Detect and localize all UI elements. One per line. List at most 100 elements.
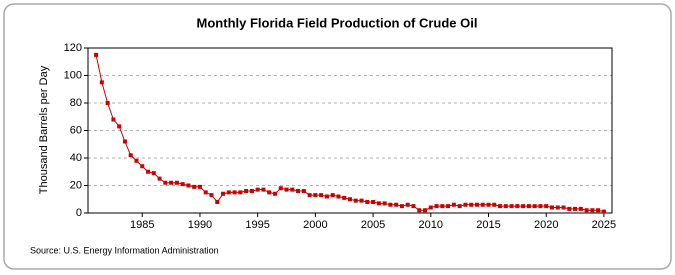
data-point: [232, 190, 237, 195]
data-point: [440, 204, 445, 209]
data-point: [353, 198, 358, 203]
data-point: [140, 164, 145, 169]
data-point: [301, 189, 306, 193]
data-point: [226, 190, 231, 195]
data-point: [428, 205, 433, 210]
data-point: [151, 171, 156, 176]
chart-frame: [3, 3, 672, 270]
data-point: [561, 205, 566, 210]
data-point: [573, 206, 578, 211]
data-point: [186, 183, 191, 188]
data-point: [399, 204, 404, 209]
data-point: [261, 187, 266, 192]
data-point: [423, 208, 428, 213]
data-point: [163, 180, 168, 185]
data-point: [296, 189, 301, 193]
y-tick-label: 100: [64, 69, 82, 81]
data-point: [238, 190, 243, 195]
source-note: Source: U.S. Energy Information Administ…: [30, 245, 219, 255]
data-point: [249, 189, 254, 193]
data-point: [567, 206, 572, 211]
data-point: [105, 101, 110, 105]
data-point: [584, 208, 589, 213]
data-point: [578, 206, 583, 211]
data-point: [169, 180, 174, 185]
chart-title: Monthly Florida Field Production of Crud…: [197, 15, 478, 30]
data-point: [117, 124, 122, 129]
x-tick-label: 2025: [592, 219, 616, 231]
data-point: [532, 204, 537, 209]
data-point: [555, 205, 560, 210]
data-point: [394, 202, 399, 207]
data-point: [388, 202, 393, 207]
data-point: [526, 204, 531, 209]
data-point: [365, 200, 370, 204]
x-tick-label: 2010: [419, 219, 443, 231]
data-point: [180, 182, 185, 187]
data-point: [492, 202, 497, 207]
data-point: [434, 204, 439, 209]
data-point: [313, 193, 318, 198]
y-tick-label: 120: [64, 42, 82, 54]
data-point: [376, 201, 381, 206]
y-tick-label: 60: [70, 124, 82, 136]
x-tick-label: 1985: [130, 219, 154, 231]
y-tick-label: 0: [76, 207, 82, 219]
x-tick-label: 2015: [476, 219, 500, 231]
y-tick-label: 20: [70, 179, 82, 191]
data-point: [122, 139, 127, 144]
data-point: [174, 180, 179, 185]
data-point: [509, 204, 514, 209]
data-point: [474, 202, 479, 207]
data-point: [255, 187, 260, 192]
data-point: [99, 80, 104, 85]
data-point: [284, 187, 289, 192]
data-point: [197, 184, 202, 189]
data-point: [549, 205, 554, 210]
data-point: [157, 176, 162, 181]
data-point: [94, 52, 99, 57]
data-point: [307, 193, 312, 198]
data-point: [192, 184, 197, 189]
data-point: [324, 194, 329, 199]
data-point: [515, 204, 520, 209]
data-point: [480, 202, 485, 207]
data-point: [203, 190, 208, 195]
data-point: [521, 204, 526, 209]
x-tick-label: 2005: [361, 219, 385, 231]
data-point: [601, 209, 606, 214]
data-point: [319, 193, 324, 198]
data-point: [215, 200, 220, 204]
data-point: [590, 208, 595, 213]
data-point: [469, 202, 474, 207]
data-point: [336, 194, 341, 199]
data-point: [498, 204, 503, 209]
data-point: [359, 198, 364, 203]
data-point: [405, 202, 410, 207]
data-point: [146, 169, 151, 174]
data-point: [128, 153, 133, 158]
x-tick-label: 1995: [245, 219, 269, 231]
data-point: [290, 187, 295, 192]
data-point: [134, 158, 139, 163]
data-point: [596, 208, 601, 213]
data-point: [417, 208, 422, 213]
x-tick-label: 1990: [188, 219, 212, 231]
data-point: [111, 117, 116, 122]
y-tick-label: 80: [70, 97, 82, 109]
y-axis-label: Thousand Barrels per Day: [38, 65, 50, 194]
data-point: [503, 204, 508, 209]
data-point: [342, 195, 347, 200]
data-point: [209, 193, 214, 198]
data-point: [278, 186, 283, 191]
data-point: [221, 191, 226, 196]
data-point: [267, 190, 272, 195]
data-point: [538, 204, 543, 209]
y-tick-label: 40: [70, 152, 82, 164]
x-tick-label: 2020: [534, 219, 558, 231]
x-tick-label: 2000: [303, 219, 327, 231]
data-point: [451, 202, 456, 207]
data-point: [544, 204, 549, 209]
data-point: [272, 191, 277, 196]
